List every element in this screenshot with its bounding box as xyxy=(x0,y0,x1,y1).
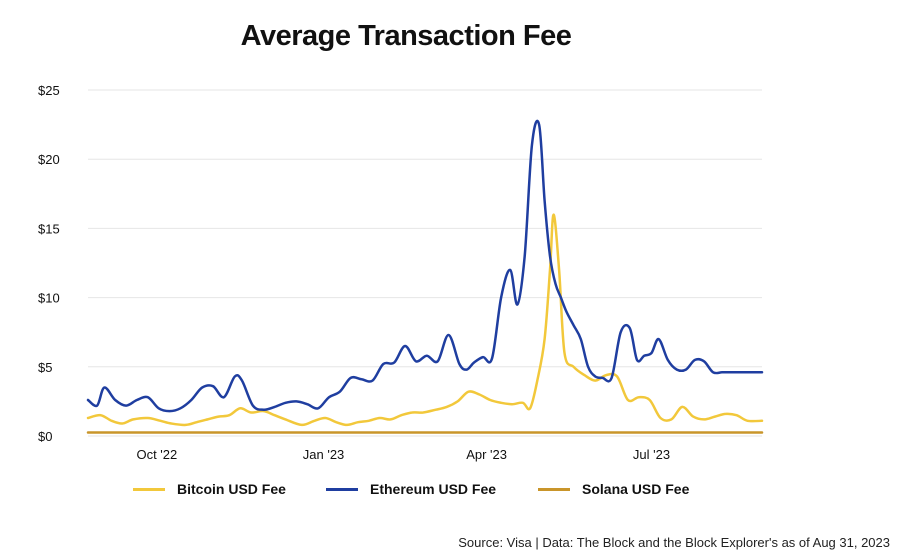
legend-swatch-ethereum xyxy=(326,487,358,491)
legend-label-bitcoin: Bitcoin USD Fee xyxy=(177,481,286,497)
legend-swatch-solana xyxy=(538,487,570,491)
x-tick-label: Oct '22 xyxy=(136,447,177,462)
series-line-bitcoin xyxy=(86,213,764,427)
y-tick-label: $5 xyxy=(38,360,52,375)
y-tick-label: $25 xyxy=(38,83,60,98)
grid-lines xyxy=(88,89,762,437)
x-tick-label: Jan '23 xyxy=(303,447,345,462)
x-tick-label: Apr '23 xyxy=(466,447,507,462)
legend-item-ethereum: Ethereum USD Fee xyxy=(326,481,496,497)
series-line-ethereum xyxy=(86,119,764,413)
source-note: Source: Visa | Data: The Block and the B… xyxy=(458,535,890,550)
legend-label-ethereum: Ethereum USD Fee xyxy=(370,481,497,497)
chart-title: Average Transaction Fee xyxy=(240,20,572,52)
y-tick-label: $10 xyxy=(38,291,60,306)
legend-item-bitcoin: Bitcoin USD Fee xyxy=(133,481,286,497)
legend-swatch-bitcoin xyxy=(133,487,165,491)
y-tick-label: $20 xyxy=(38,152,60,167)
x-tick-label: Jul '23 xyxy=(633,447,670,462)
series-lines xyxy=(86,119,764,434)
x-axis: Oct '22 Jan '23 Apr '23 Jul '23 xyxy=(136,447,670,462)
legend: Bitcoin USD Fee Ethereum USD Fee Solana … xyxy=(0,481,900,505)
legend-item-solana: Solana USD Fee xyxy=(538,481,689,497)
y-tick-label: $0 xyxy=(38,429,52,444)
y-axis: $0 $5 $10 $15 $20 $25 xyxy=(38,83,60,444)
legend-label-solana: Solana USD Fee xyxy=(582,481,690,497)
y-tick-label: $15 xyxy=(38,221,60,236)
